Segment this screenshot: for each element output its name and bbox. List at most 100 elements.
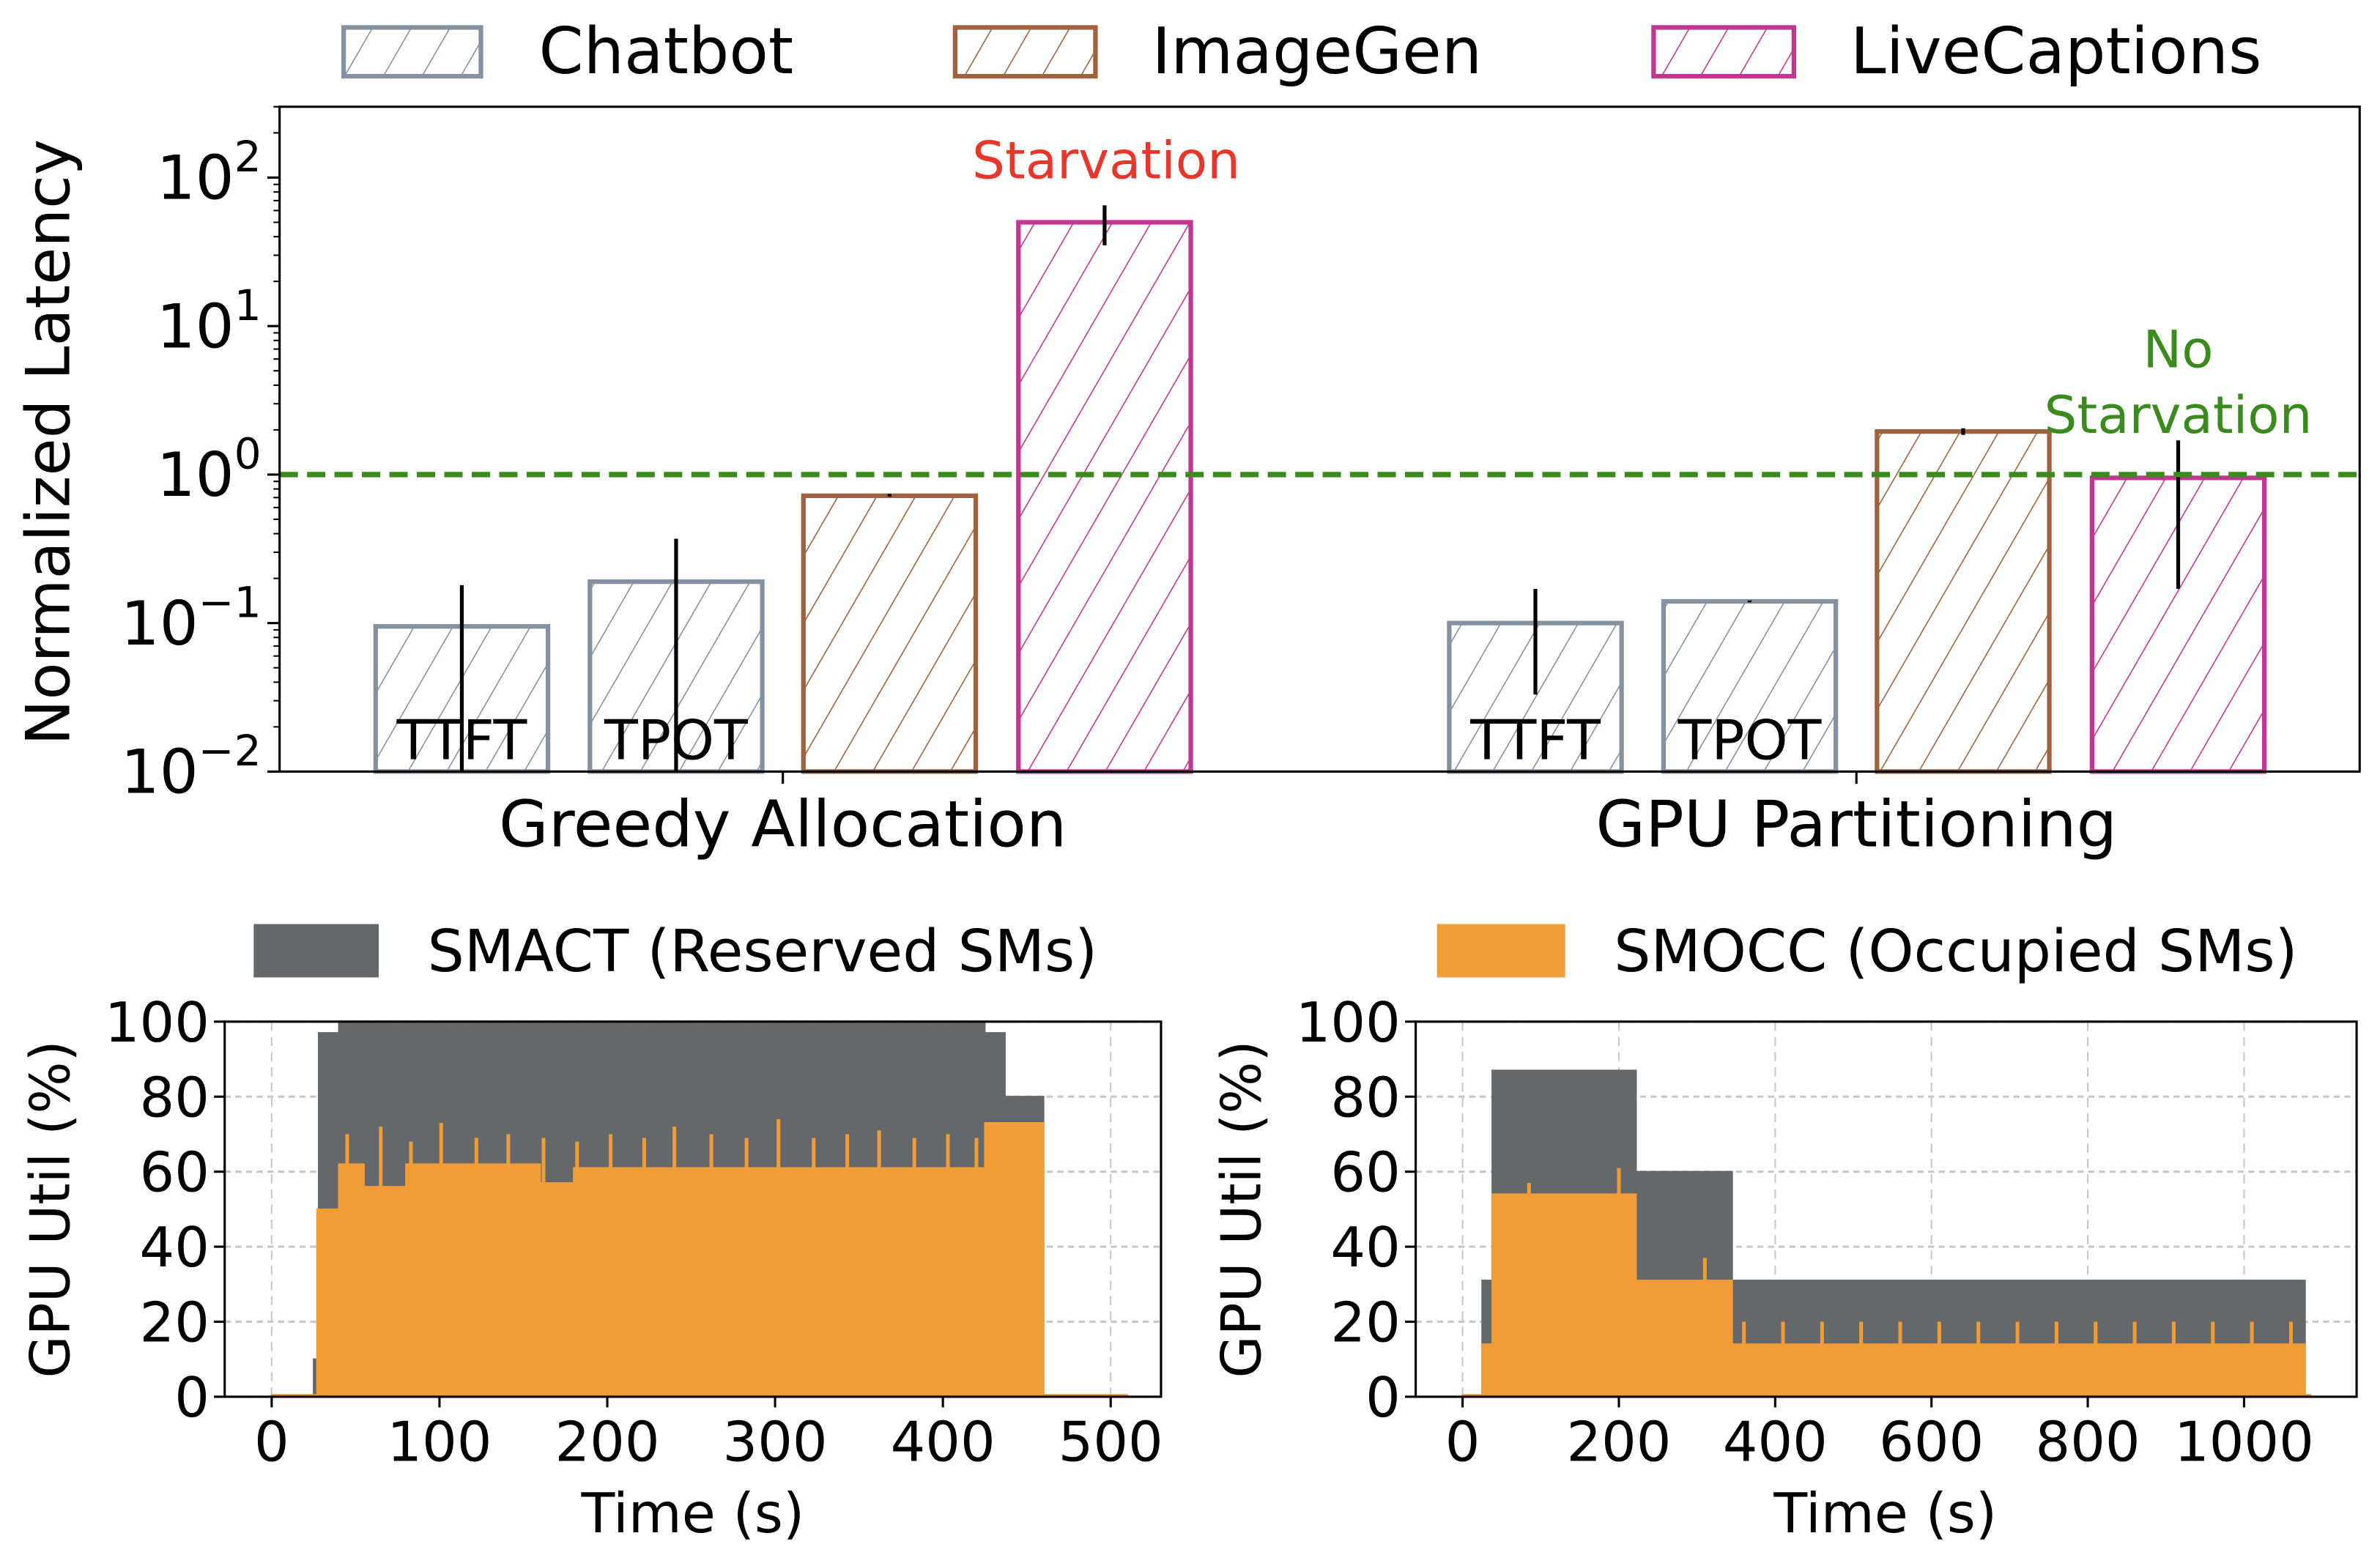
- spike-smocc: [2171, 1321, 2176, 1397]
- y-tick-label: 40: [140, 1215, 210, 1280]
- spike-smocc: [776, 1118, 781, 1397]
- bottom-legend: SMACT (Reserved SMs) SMOCC (Occupied SMs…: [253, 918, 2297, 985]
- spike-smocc: [409, 1141, 413, 1397]
- y-tick-label: 20: [1330, 1291, 1400, 1355]
- legend-label-chatbot: Chatbot: [539, 14, 794, 89]
- left-y-axis-label: GPU Util (%): [18, 1040, 82, 1378]
- y-tick-label: 60: [140, 1140, 210, 1205]
- legend-patch-smocc: [1436, 924, 1565, 978]
- x-tick-label: 400: [1723, 1409, 1828, 1474]
- spike-smocc: [2250, 1321, 2254, 1397]
- spike-smocc: [812, 1138, 816, 1397]
- bar-label: TPOT: [1678, 708, 1822, 773]
- top-legend: Chatbot ImageGen LiveCaptions: [341, 14, 2262, 89]
- top-y-axis-label: Normalized Latency: [12, 139, 84, 746]
- plot-frame: [1415, 1020, 2358, 1398]
- spike-smocc: [379, 1127, 383, 1397]
- bar-label: TTFT: [1469, 708, 1601, 773]
- legend-patch-livecaptions: [1651, 25, 1797, 79]
- spike-smocc: [345, 1134, 349, 1397]
- spike-smocc: [1820, 1321, 1824, 1397]
- x-tick-label: 200: [555, 1409, 659, 1474]
- spike-smocc: [709, 1134, 713, 1397]
- left-x-axis-label: Time (s): [580, 1481, 804, 1545]
- y-tick-label: 100: [157, 429, 262, 511]
- spike-smocc: [845, 1134, 850, 1397]
- spike-smocc: [912, 1138, 916, 1397]
- spike-smocc: [575, 1141, 579, 1397]
- right-y-axis-label: GPU Util (%): [1209, 1040, 1273, 1378]
- x-tick-label: Greedy Allocation: [499, 787, 1067, 861]
- x-tick-label: 400: [891, 1409, 996, 1474]
- legend-label-smact: SMACT (Reserved SMs): [428, 918, 1097, 985]
- spike-smocc: [1617, 1168, 1621, 1397]
- bar-imagegen: [801, 493, 979, 774]
- spike-smocc: [474, 1138, 478, 1397]
- spike-smocc: [541, 1138, 546, 1397]
- annotation-starvation: Starvation: [972, 130, 1240, 191]
- y-tick-label: 80: [1330, 1065, 1400, 1129]
- y-tick-label: 60: [1330, 1140, 1400, 1205]
- x-tick-label: 0: [254, 1409, 289, 1474]
- spike-smocc: [744, 1138, 749, 1397]
- x-tick-label: 800: [2036, 1409, 2140, 1474]
- spike-smocc: [1527, 1183, 1531, 1397]
- greedy-gpu-util-chart: 0 100 200 300 400 500 0 20 40 60 80 100: [105, 990, 1163, 1474]
- spike-smocc: [609, 1134, 613, 1397]
- spike-smocc: [1742, 1321, 1746, 1397]
- y-tick-label: 100: [1296, 990, 1401, 1055]
- x-tick-label: 0: [1445, 1409, 1480, 1474]
- bar-imagegen: [1875, 428, 2052, 774]
- y-tick-label: 20: [140, 1291, 210, 1355]
- y-tick-label: 10−1: [121, 577, 262, 658]
- x-tick-label: 100: [387, 1409, 492, 1474]
- y-tick-label: 101: [157, 281, 262, 362]
- spike-smocc: [1976, 1321, 1981, 1397]
- partitioning-gpu-util-chart: 0 200 400 600 800 1000 0 20 40 60 80 100: [1296, 990, 2358, 1474]
- legend-patch-smact: [253, 924, 379, 978]
- annotation-no-starvation: Starvation: [2044, 385, 2313, 445]
- x-tick-label: 200: [1566, 1409, 1671, 1474]
- spike-smocc: [2211, 1321, 2215, 1397]
- x-tick-label: 300: [723, 1409, 828, 1474]
- y-tick-label: 10−2: [121, 726, 262, 807]
- y-tick-label: 0: [1365, 1365, 1401, 1430]
- y-tick-label: 80: [140, 1065, 210, 1129]
- y-tick-label: 0: [174, 1365, 210, 1430]
- x-tick-label: 500: [1059, 1409, 1163, 1474]
- y-tick-label: 40: [1330, 1215, 1400, 1280]
- spike-smocc: [877, 1130, 881, 1397]
- spike-smocc: [2132, 1321, 2137, 1397]
- spike-smocc: [1781, 1321, 1785, 1397]
- spike-smocc: [946, 1134, 950, 1397]
- legend-patch-chatbot: [341, 25, 483, 79]
- x-tick-label: GPU Partitioning: [1595, 787, 2117, 861]
- legend-label-livecaptions: LiveCaptions: [1850, 14, 2262, 89]
- right-x-axis-label: Time (s): [1773, 1481, 1997, 1545]
- spike-smocc: [2054, 1321, 2058, 1397]
- spike-smocc: [974, 1138, 979, 1397]
- x-tick-label: 1000: [2174, 1409, 2314, 1474]
- spike-smocc: [1898, 1321, 1902, 1397]
- annotation-no: No: [2143, 319, 2213, 380]
- spike-smocc: [1937, 1321, 1941, 1397]
- spike-smocc: [439, 1123, 443, 1397]
- y-tick-label: 100: [105, 990, 210, 1055]
- y-tick-label: 102: [157, 132, 262, 213]
- spike-smocc: [506, 1134, 511, 1397]
- plot-frame: [278, 105, 2361, 773]
- spike-smocc: [1702, 1258, 1707, 1397]
- spike-smocc: [1859, 1321, 1864, 1397]
- spike-smocc: [2094, 1321, 2098, 1397]
- bar-livecaptions: [1016, 220, 1193, 774]
- area-smocc: [1461, 1193, 2312, 1398]
- spike-smocc: [2288, 1321, 2293, 1397]
- spike-smocc: [672, 1127, 677, 1397]
- x-tick-label: 600: [1879, 1409, 1984, 1474]
- legend-label-imagegen: ImageGen: [1152, 14, 1482, 89]
- legend-label-smocc: SMOCC (Occupied SMs): [1614, 918, 2297, 985]
- plot-frame: [223, 1020, 1163, 1398]
- spike-smocc: [642, 1138, 646, 1397]
